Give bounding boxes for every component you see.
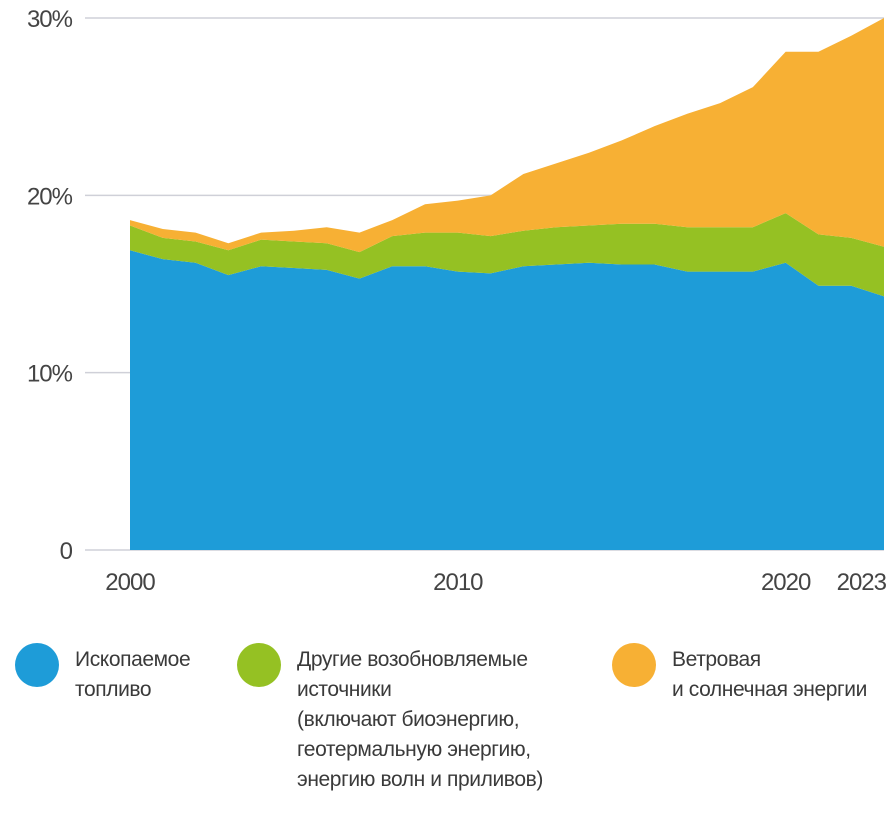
legend-line: источники — [297, 678, 392, 701]
legend-swatch-other-renewables — [237, 643, 281, 687]
x-tick-label: 2000 — [105, 569, 155, 596]
legend-item-other-renewables: Другие возобновляемые источники (включаю… — [237, 643, 543, 795]
legend-line: топливо — [75, 678, 152, 701]
legend-swatch-fossil — [15, 643, 59, 687]
y-tick-label: 30% — [27, 6, 73, 33]
y-tick-label: 20% — [27, 183, 73, 210]
area-series-1 — [130, 213, 884, 297]
legend-swatch-wind-solar — [612, 643, 656, 687]
area-series-0 — [130, 250, 884, 550]
legend-line: энергию волн и приливов) — [297, 768, 543, 791]
x-tick-label: 2020 — [761, 569, 811, 596]
legend-item-wind-solar: Ветровая и солнечная энергии — [612, 643, 867, 705]
legend-line: и солнечная энергии — [672, 678, 867, 701]
y-tick-label: 10% — [27, 361, 73, 388]
legend-line: Ветровая — [672, 648, 761, 671]
legend-item-fossil: Ископаемое топливо — [15, 643, 191, 705]
x-tick-label: 2023 — [837, 569, 887, 596]
legend-label-other-renewables: Другие возобновляемые источники (включаю… — [297, 645, 543, 795]
legend-line: (включают биоэнергию, — [297, 708, 520, 731]
legend-label-wind-solar: Ветровая и солнечная энергии — [672, 645, 867, 705]
legend-line: Другие возобновляемые — [297, 648, 528, 671]
area-series-2 — [130, 18, 884, 253]
legend-line: геотермальную энергию, — [297, 738, 531, 761]
y-tick-label: 0 — [60, 538, 73, 565]
stacked-area-chart: 0 10% 20% 30% 2000 2010 2020 2023 — [27, 6, 888, 596]
legend-label-fossil: Ископаемое топливо — [75, 645, 191, 705]
x-tick-label: 2010 — [433, 569, 483, 596]
legend-line: Ископаемое — [75, 648, 191, 671]
